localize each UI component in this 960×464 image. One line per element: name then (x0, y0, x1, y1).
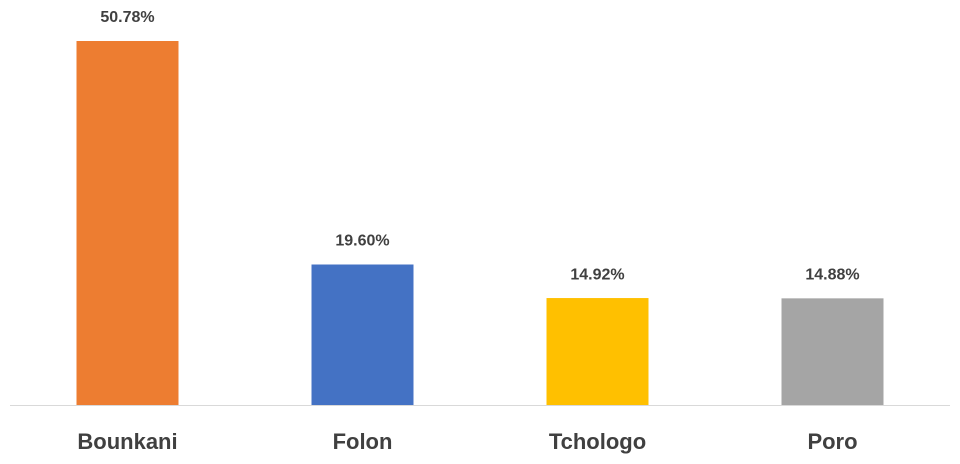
x-tick-label: Bounkani (77, 429, 177, 454)
bar (311, 264, 414, 405)
x-tick-label: Tchologo (549, 429, 646, 454)
value-label: 14.88% (805, 267, 859, 284)
x-tick-label: Poro (807, 429, 857, 454)
value-label: 14.92% (570, 266, 624, 283)
value-label: 19.60% (335, 233, 389, 250)
bar (546, 298, 649, 405)
value-label: 50.78% (100, 9, 154, 26)
x-tick-label: Folon (333, 429, 393, 454)
bar (76, 41, 179, 405)
bar (781, 298, 884, 405)
